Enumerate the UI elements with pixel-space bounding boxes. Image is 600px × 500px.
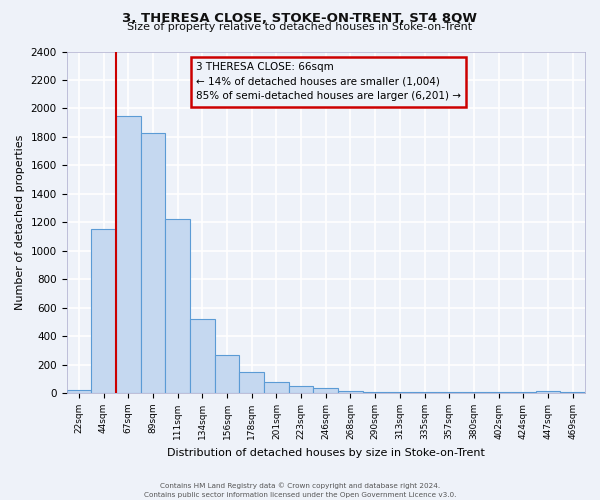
- Text: Contains HM Land Registry data © Crown copyright and database right 2024.
Contai: Contains HM Land Registry data © Crown c…: [144, 482, 456, 498]
- Bar: [67, 390, 91, 393]
- Bar: [264, 382, 289, 393]
- Bar: [91, 230, 116, 393]
- Bar: [412, 392, 437, 393]
- Bar: [165, 220, 190, 393]
- Bar: [536, 391, 560, 393]
- Bar: [190, 319, 215, 393]
- Text: Size of property relative to detached houses in Stoke-on-Trent: Size of property relative to detached ho…: [127, 22, 473, 32]
- Bar: [363, 392, 388, 393]
- Bar: [338, 391, 363, 393]
- Bar: [116, 116, 140, 393]
- Bar: [437, 392, 461, 393]
- Bar: [560, 392, 585, 393]
- Y-axis label: Number of detached properties: Number of detached properties: [15, 134, 25, 310]
- Bar: [511, 392, 536, 393]
- Bar: [461, 392, 486, 393]
- Bar: [239, 372, 264, 393]
- Bar: [215, 356, 239, 393]
- Bar: [388, 392, 412, 393]
- Text: 3 THERESA CLOSE: 66sqm
← 14% of detached houses are smaller (1,004)
85% of semi-: 3 THERESA CLOSE: 66sqm ← 14% of detached…: [196, 62, 461, 102]
- Bar: [289, 386, 313, 393]
- Bar: [313, 388, 338, 393]
- Bar: [140, 132, 165, 393]
- Text: 3, THERESA CLOSE, STOKE-ON-TRENT, ST4 8QW: 3, THERESA CLOSE, STOKE-ON-TRENT, ST4 8Q…: [122, 12, 478, 26]
- X-axis label: Distribution of detached houses by size in Stoke-on-Trent: Distribution of detached houses by size …: [167, 448, 485, 458]
- Bar: [486, 392, 511, 393]
